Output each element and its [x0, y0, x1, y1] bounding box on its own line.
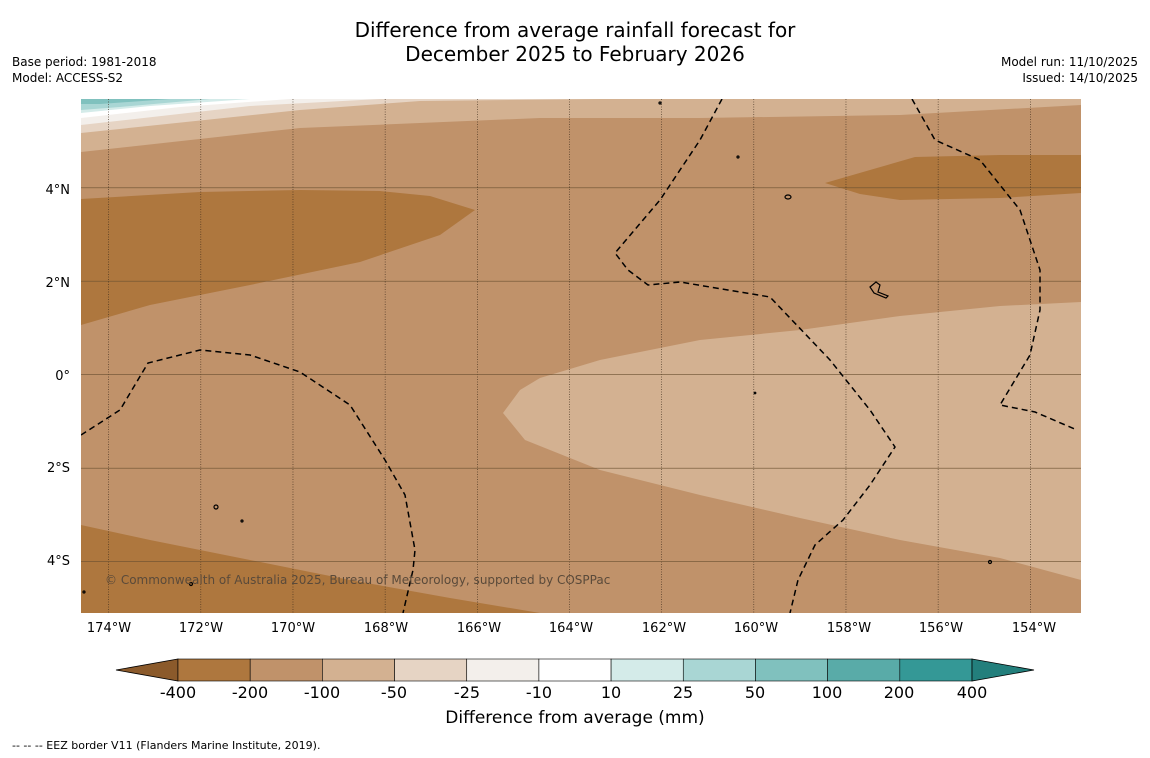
island-5 [658, 101, 662, 105]
colorbar-cell [177, 658, 251, 682]
eez-footnote: -- -- -- EEZ border V11 (Flanders Marine… [12, 739, 321, 752]
colorbar-extend-high [971, 658, 1035, 682]
colorbar-cell [249, 658, 323, 682]
lon-label-156w: 156°W [918, 621, 964, 636]
lat-label-4s: 4°S [46, 554, 70, 569]
island-7 [753, 391, 757, 395]
field-top-light [81, 99, 1081, 152]
lon-label-168w: 168°W [363, 621, 409, 636]
model-name: Model: ACCESS-S2 [12, 71, 124, 85]
field-east-light [503, 302, 1081, 580]
cb-tick-1: -200 [231, 683, 269, 702]
cb-tick-4: -25 [453, 683, 481, 702]
map-title: Difference from average rainfall forecas… [0, 18, 1150, 66]
colorbar-title: Difference from average (mm) [445, 708, 705, 728]
lon-label-160w: 160°W [733, 621, 779, 636]
colorbar-cells [177, 658, 973, 682]
cb-tick-10: 200 [883, 683, 915, 702]
eez-border-line-islands [614, 99, 896, 613]
colorbar [115, 658, 1035, 682]
colorbar-extend-low [115, 658, 179, 682]
cb-tick-0: -400 [159, 683, 197, 702]
island-8 [987, 559, 993, 565]
lon-label-164w: 164°W [548, 621, 594, 636]
lon-label-170w: 170°W [270, 621, 316, 636]
colorbar-cell [394, 658, 468, 682]
meta-right: Model run: 11/10/2025 Issued: 14/10/2025 [1001, 54, 1138, 86]
lon-label-172w: 172°W [178, 621, 224, 636]
cb-tick-2: -100 [303, 683, 341, 702]
field-ne-dark [825, 155, 1081, 200]
colorbar-cell [827, 658, 901, 682]
model-run: Model run: 11/10/2025 [1000, 55, 1138, 69]
cb-tick-7: 25 [672, 683, 694, 702]
graticule [81, 99, 1081, 613]
rainfall-map: © Commonwealth of Australia 2025, Bureau… [81, 99, 1081, 613]
island-6 [736, 155, 740, 159]
island-9 [188, 581, 194, 587]
lat-label-0: 0° [55, 369, 70, 384]
meta-left: Base period: 1981-2018 Model: ACCESS-S2 [12, 54, 157, 86]
colorbar-cell [466, 658, 540, 682]
colorbar-cell [322, 658, 395, 682]
copyright-text: © Commonwealth of Australia 2025, Bureau… [105, 573, 610, 587]
island-2 [869, 281, 890, 299]
colorbar-cell [899, 658, 973, 682]
lon-label-162w: 162°W [641, 621, 687, 636]
colorbar-cell [538, 658, 612, 682]
colorbar-cell [610, 658, 684, 682]
field-nw-dark [81, 190, 475, 325]
eez-border-samoa [81, 349, 416, 613]
cb-tick-5: -10 [525, 683, 553, 702]
island-1 [784, 194, 792, 200]
lon-label-166w: 166°W [456, 621, 502, 636]
lon-label-154w: 154°W [1011, 621, 1057, 636]
cb-tick-6: 10 [600, 683, 622, 702]
base-period: Base period: 1981-2018 [12, 55, 157, 69]
field-sw-dark [81, 525, 540, 613]
colorbar-cell [682, 658, 756, 682]
cb-tick-9: 100 [811, 683, 843, 702]
island-10 [82, 590, 86, 594]
lon-label-174w: 174°W [86, 621, 132, 636]
title-line-1: Difference from average rainfall forecas… [354, 18, 796, 42]
island-3 [213, 504, 219, 510]
title-line-2: December 2025 to February 2026 [405, 42, 745, 66]
cb-tick-3: -50 [380, 683, 408, 702]
lat-label-4n: 4°N [45, 183, 71, 198]
cb-tick-11: 400 [956, 683, 988, 702]
issued-date: Issued: 14/10/2025 [1022, 71, 1138, 85]
lat-label-2s: 2°S [46, 461, 70, 476]
lat-label-2n: 2°N [45, 276, 71, 291]
field-top-green3 [81, 99, 170, 104]
eez-border-east [911, 99, 1078, 431]
island-4 [240, 519, 244, 523]
cb-tick-8: 50 [744, 683, 766, 702]
colorbar-cell [755, 658, 828, 682]
lon-label-158w: 158°W [826, 621, 872, 636]
